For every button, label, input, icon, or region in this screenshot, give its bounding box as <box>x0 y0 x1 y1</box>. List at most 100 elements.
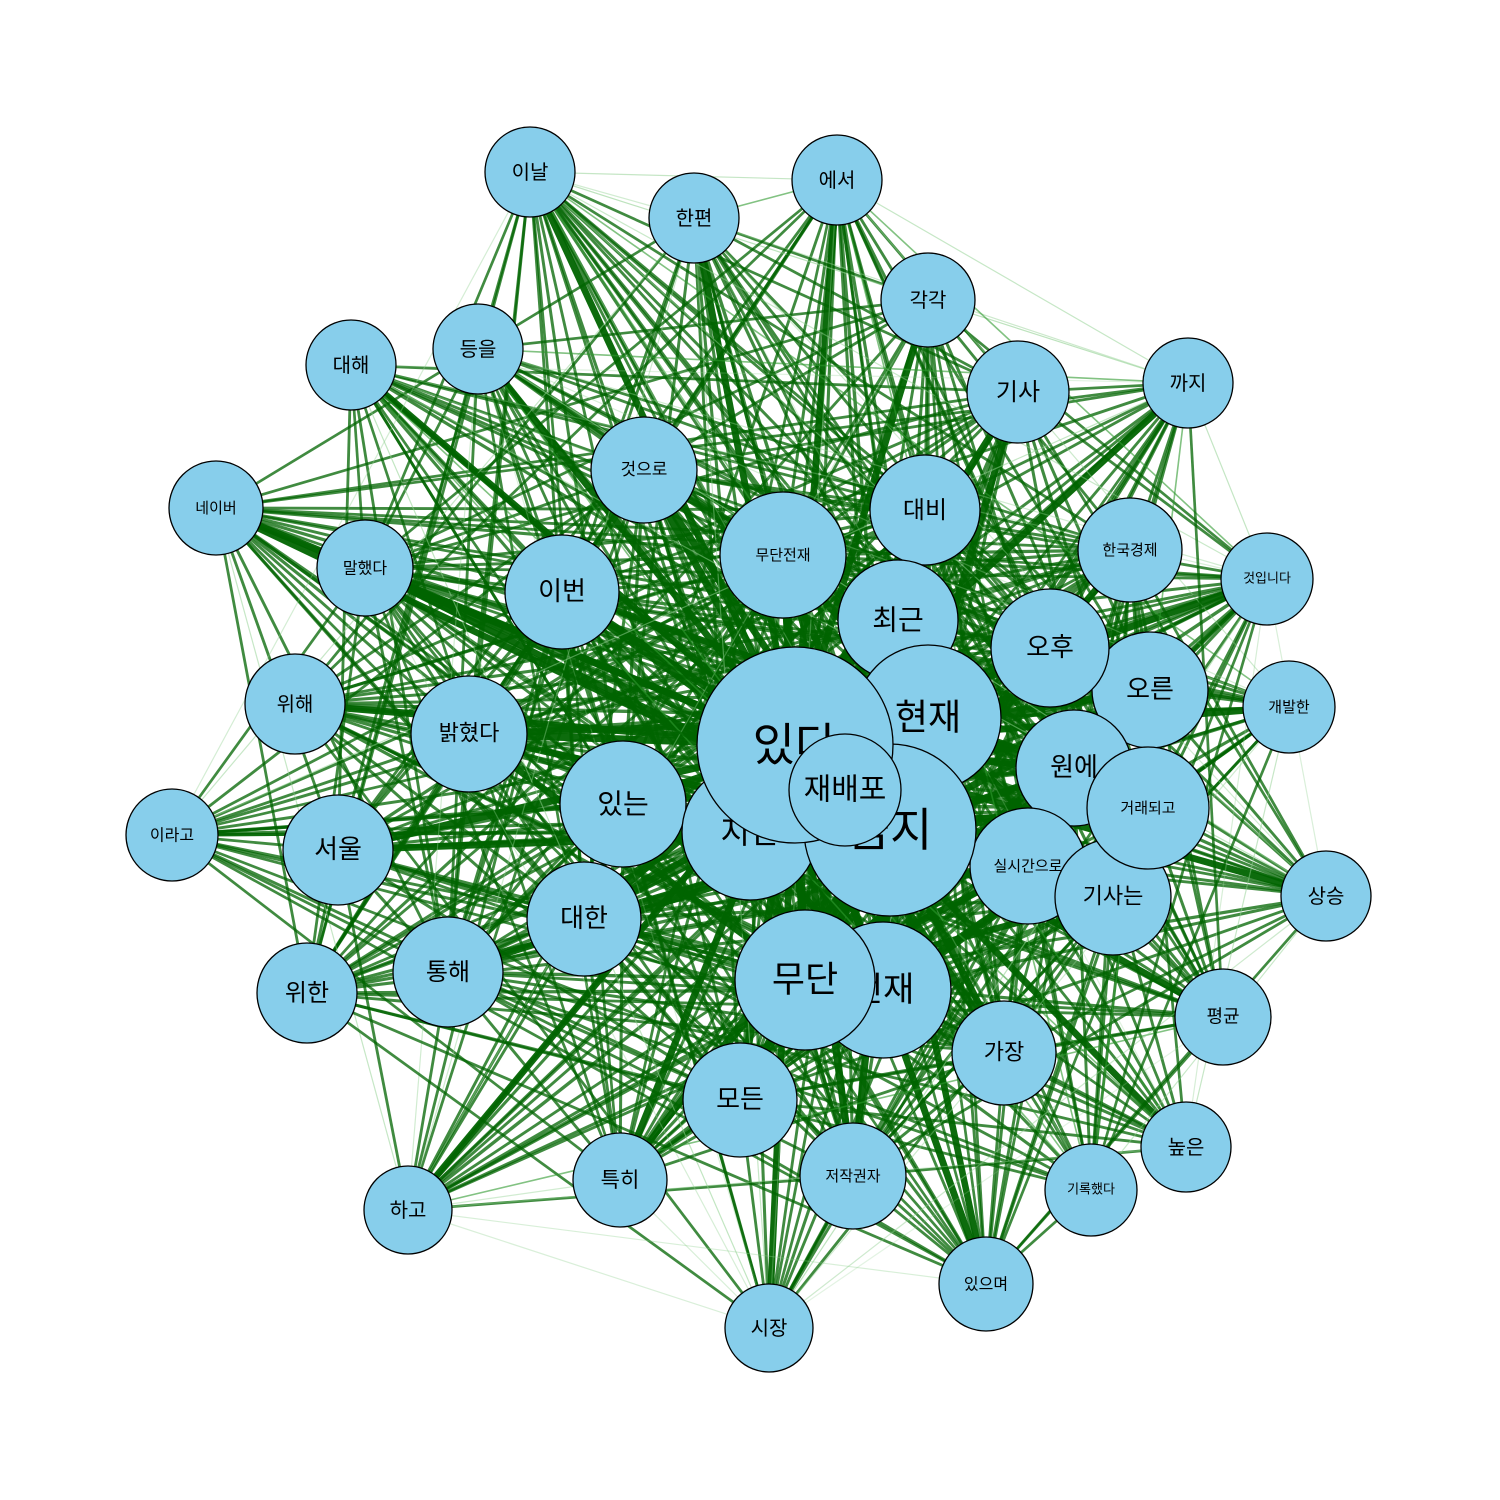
node-label: 이날 <box>512 160 549 184</box>
node-gajang: 가장 <box>951 1000 1057 1106</box>
node-daebi: 대비 <box>869 454 981 566</box>
node-label: 오후 <box>1026 633 1074 663</box>
edge-tonghae-geoseuro <box>446 469 646 973</box>
edge-malhaetda-wihan <box>305 567 367 994</box>
edge-wihan-sijang <box>306 991 770 1330</box>
edge-hangukgyeongje-inal <box>529 170 1131 552</box>
node-ohu: 오후 <box>990 588 1110 708</box>
node-circle <box>869 454 981 566</box>
edge-tonghae-daebi <box>446 508 927 974</box>
node-circle <box>572 1132 668 1228</box>
node-label: 상승 <box>1308 884 1345 908</box>
node-label: 무단 <box>772 960 838 1001</box>
node-label: 대비 <box>903 496 947 524</box>
node-circle <box>719 491 847 619</box>
node-circle <box>392 916 504 1028</box>
edge-gakgak-girokhaetda <box>926 299 1093 1191</box>
node-circle <box>990 588 1110 708</box>
node-gakgak: 각각 <box>880 252 976 348</box>
node-circle <box>799 1122 907 1230</box>
node-label: 개발한 <box>1268 698 1310 716</box>
edge-ibeon-hangukgyeongje <box>561 548 1131 594</box>
edge-daehae-sijang <box>350 364 770 1329</box>
node-seoul: 서울 <box>282 794 394 906</box>
node-gaebalhan: 개발한 <box>1242 660 1336 754</box>
edge-inal-irago <box>171 171 531 836</box>
node-malhaetda: 말했다 <box>316 519 414 617</box>
edge-teukhi-irago <box>171 833 621 1182</box>
node-label: 한편 <box>676 206 713 230</box>
node-circle <box>1142 337 1234 429</box>
edge-mudanjeonjae-geosimnida <box>782 553 1268 581</box>
node-circle <box>484 126 576 218</box>
edge-tonghae-daehae <box>349 364 450 973</box>
edge-modeun-inal <box>528 171 742 1101</box>
edge-hago-isseumyeo <box>407 1209 987 1285</box>
node-label: 통해 <box>426 958 470 986</box>
node-label: 대해 <box>333 353 370 377</box>
node-circle <box>1044 1143 1138 1237</box>
edge-balkyeotda-daebi <box>468 508 926 736</box>
edge-daebi-eseo <box>835 179 927 511</box>
node-label: 서울 <box>314 835 362 865</box>
node-jeojakgwonja: 저작권자 <box>799 1122 907 1230</box>
node-circle <box>1077 497 1183 603</box>
edge-seoul-modeun <box>337 848 741 1102</box>
node-girokhaetda: 기록했다 <box>1044 1143 1138 1237</box>
node-label: 하고 <box>390 1198 427 1222</box>
node-label: 가장 <box>984 1041 1024 1066</box>
node-itneun: 있는 <box>559 740 687 868</box>
edge-hangukgyeongje-naver <box>215 506 1131 552</box>
edge-girokhaetda-geosimnida <box>1089 578 1269 1191</box>
node-label: 이번 <box>538 577 586 607</box>
node-oreun: 오른 <box>1091 631 1209 749</box>
node-tonghae: 통해 <box>392 916 504 1028</box>
node-label: 저작권자 <box>825 1167 880 1185</box>
edge-isseumyeo-sangseung <box>984 895 1328 1285</box>
edge-hago-sijang <box>407 1209 770 1329</box>
node-label: 오른 <box>1126 675 1174 705</box>
node-circle <box>724 1283 814 1373</box>
edge-eseo-malhaetda <box>364 178 838 570</box>
node-georaedoego: 거래되고 <box>1086 746 1210 870</box>
node-circle <box>526 861 642 977</box>
edge-eseo-kkaji <box>836 179 1189 384</box>
edge-gakgak-geosimnida <box>927 298 1268 581</box>
node-label: 모든 <box>716 1085 764 1115</box>
node-label: 평균 <box>1206 1007 1239 1028</box>
edge-gakgak-hago <box>407 299 929 1211</box>
node-circle <box>590 416 698 524</box>
node-label: 실시간으로 <box>993 857 1062 875</box>
node-circle <box>432 303 524 395</box>
node-kkaji: 까지 <box>1142 337 1234 429</box>
node-circle <box>682 1042 798 1158</box>
node-circle <box>559 740 687 868</box>
node-label: 특히 <box>601 1168 640 1192</box>
node-circle <box>1086 746 1210 870</box>
edge-gajang-teukhi <box>619 1051 1005 1182</box>
node-label: 시장 <box>751 1316 788 1340</box>
node-circle <box>1242 660 1336 754</box>
node-wihan: 위한 <box>256 942 358 1044</box>
node-isseumyeo: 있으며 <box>938 1236 1034 1332</box>
node-circle <box>951 1000 1057 1106</box>
edge-balkyeotda-hangukgyeongje <box>468 548 1131 736</box>
edge-inal-gaebalhan <box>529 171 1290 708</box>
node-label: 현재 <box>895 698 961 739</box>
node-circle <box>1174 968 1272 1066</box>
edge-nopeun-gaebalhan <box>1185 706 1290 1148</box>
edge-sijang-pyeonggyun <box>768 1016 1224 1329</box>
node-irago: 이라고 <box>125 788 219 882</box>
node-label: 있는 <box>597 788 649 821</box>
edge-ohu-ibeon <box>561 590 1051 650</box>
node-circle <box>168 460 264 556</box>
node-label: 있으며 <box>964 1275 1008 1294</box>
node-hanpyeon: 한편 <box>648 172 740 264</box>
node-circle <box>504 534 620 650</box>
node-circle <box>363 1165 453 1255</box>
node-circle <box>316 519 414 617</box>
node-naver: 네이버 <box>168 460 264 556</box>
node-circle <box>966 340 1070 444</box>
edge-hanpyeon-hago <box>407 217 695 1211</box>
